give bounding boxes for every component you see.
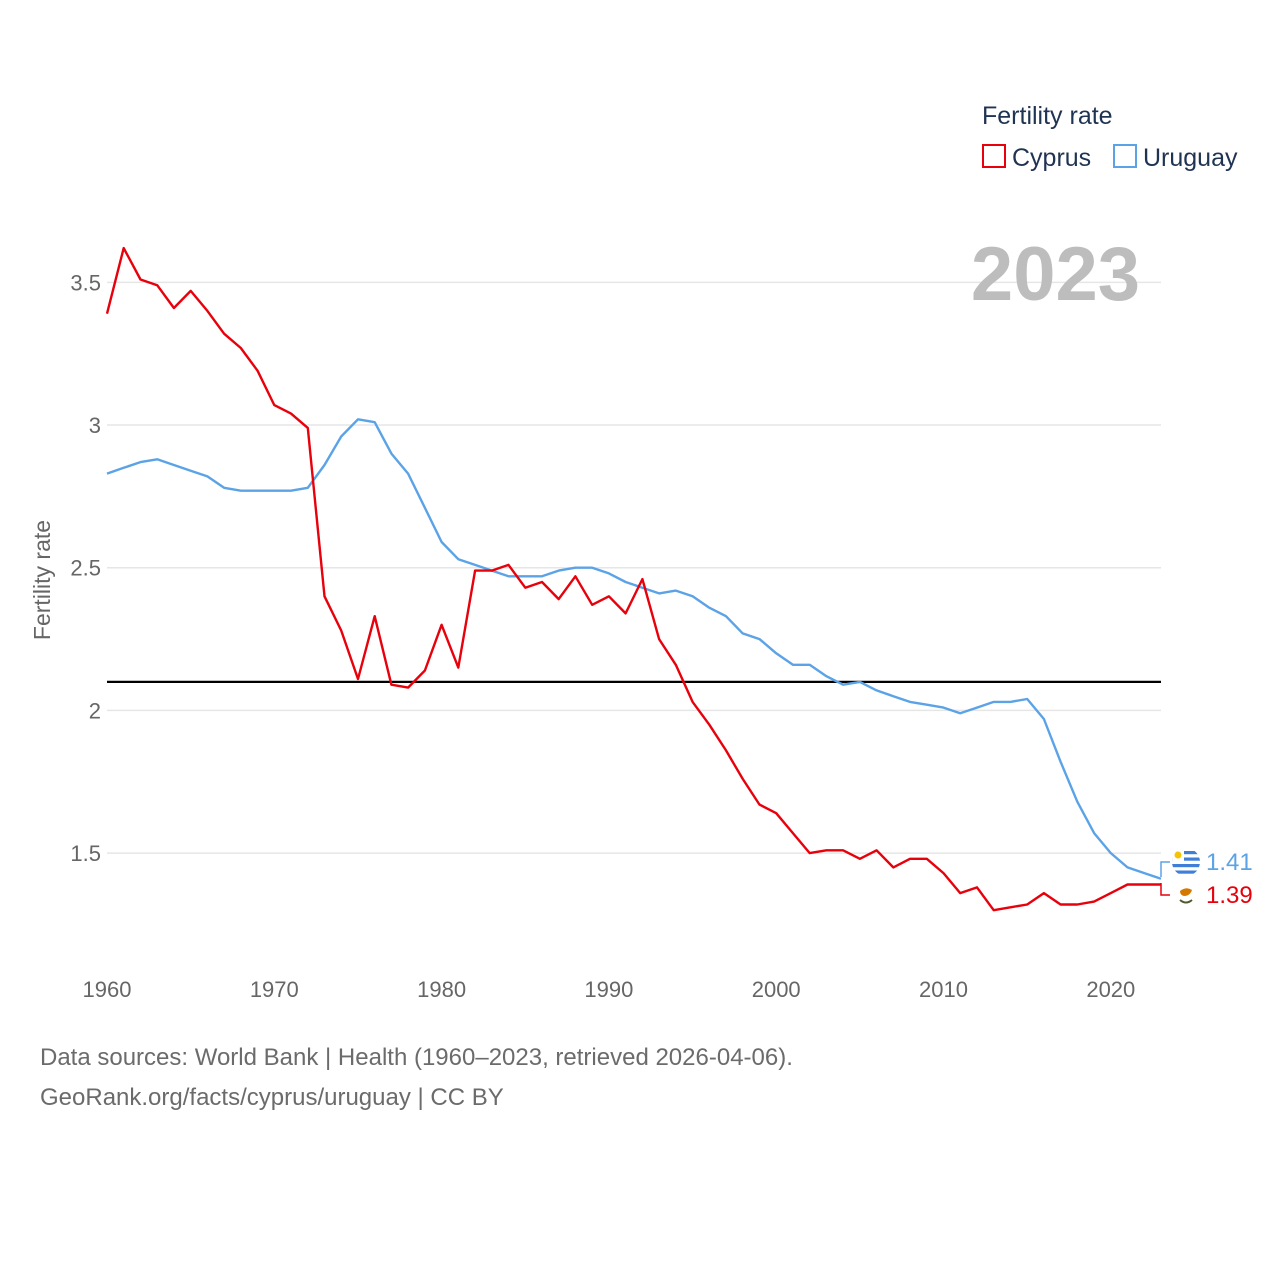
legend-title: Fertility rate — [982, 102, 1113, 130]
legend: Fertility rate Cyprus Uruguay — [982, 102, 1238, 172]
x-tick-label: 1960 — [83, 977, 132, 1002]
legend-item-cyprus[interactable]: Cyprus — [982, 144, 1091, 172]
x-tick-label: 2010 — [919, 977, 968, 1002]
legend-swatch-cyprus — [982, 144, 1006, 168]
uruguay-end-value: 1.41 — [1206, 849, 1253, 876]
gridlines — [107, 281, 1161, 854]
y-axis-ticks: 1.5 2 2.5 3 3.5 — [70, 270, 101, 866]
series-line-uruguay — [106, 418, 1162, 880]
uruguay-flag-icon — [1172, 848, 1200, 876]
y-axis-label: Fertility rate — [29, 520, 55, 640]
cyprus-end-connector — [1160, 883, 1170, 896]
cyprus-end-value: 1.39 — [1206, 882, 1253, 909]
series-line-cyprus — [105, 246, 1161, 912]
x-axis-ticks: 1960 1970 1980 1990 2000 2010 2020 — [83, 977, 1136, 1002]
legend-swatch-uruguay — [1113, 144, 1137, 168]
uruguay-end-connector — [1160, 861, 1170, 877]
x-tick-label: 2020 — [1086, 977, 1135, 1002]
year-title: 2023 — [971, 232, 1140, 317]
y-tick-label: 3 — [89, 413, 101, 438]
legend-item-uruguay[interactable]: Uruguay — [1113, 144, 1238, 172]
y-tick-label: 2.5 — [70, 556, 101, 581]
series-lines — [105, 246, 1162, 912]
legend-label-uruguay: Uruguay — [1143, 144, 1238, 172]
cyprus-flag-icon — [1172, 881, 1200, 909]
y-tick-label: 3.5 — [70, 270, 101, 295]
x-tick-label: 2000 — [752, 977, 801, 1002]
footer-attribution: GeoRank.org/facts/cyprus/uruguay | CC BY — [40, 1084, 504, 1111]
y-tick-label: 1.5 — [70, 841, 101, 866]
footer-sources: Data sources: World Bank | Health (1960–… — [40, 1044, 793, 1071]
y-tick-label: 2 — [89, 698, 101, 723]
x-tick-label: 1990 — [584, 977, 633, 1002]
legend-label-cyprus: Cyprus — [1012, 144, 1091, 172]
x-tick-label: 1970 — [250, 977, 299, 1002]
x-tick-label: 1980 — [417, 977, 466, 1002]
fertility-rate-chart: 1960 1970 1980 1990 2000 2010 2020 1.5 2 2.5 3 3.5… — [29, 102, 1253, 1002]
end-markers: 1.41 1.39 — [1160, 848, 1253, 909]
